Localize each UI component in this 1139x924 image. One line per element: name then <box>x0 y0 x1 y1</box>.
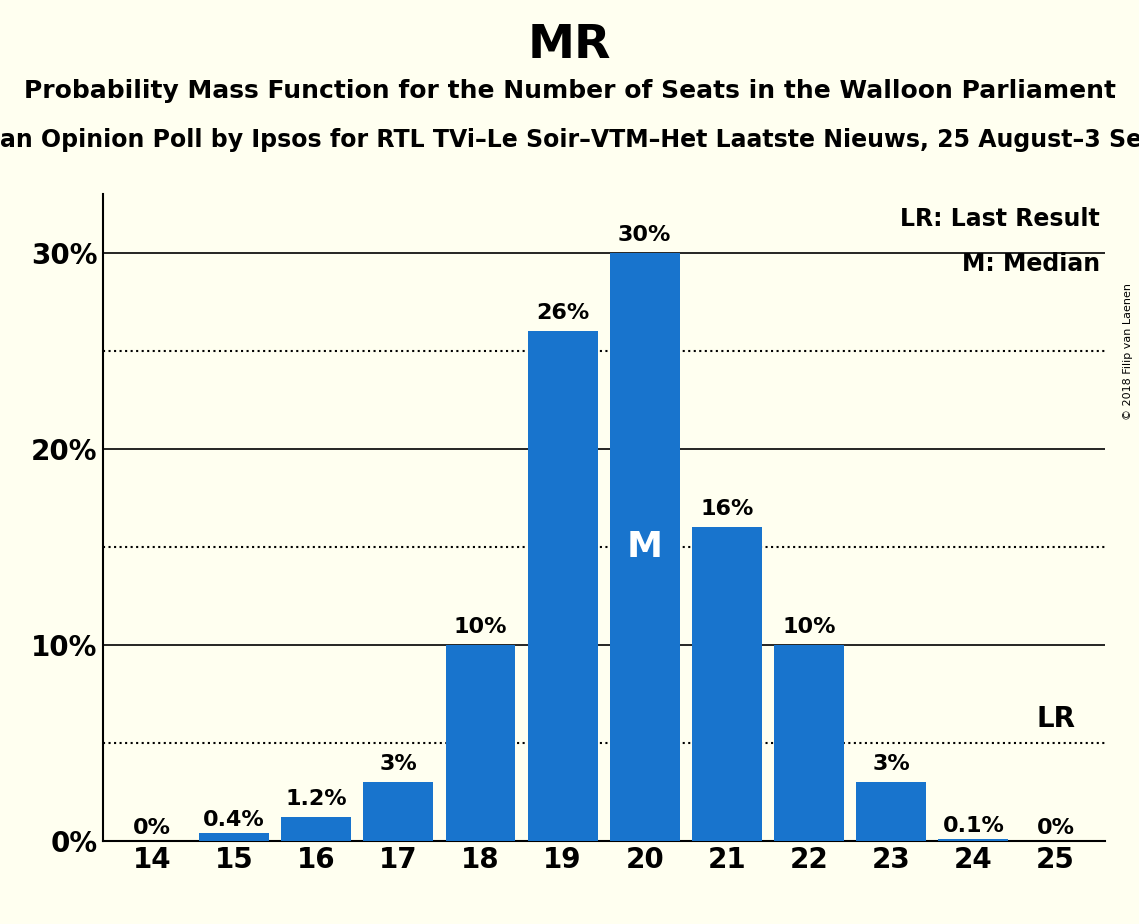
Bar <box>693 528 762 841</box>
Text: 1.2%: 1.2% <box>285 789 347 809</box>
Text: © 2018 Filip van Laenen: © 2018 Filip van Laenen <box>1123 283 1133 419</box>
Bar <box>939 839 1008 841</box>
Bar <box>527 331 598 841</box>
Bar <box>363 782 433 841</box>
Text: 3%: 3% <box>872 754 910 774</box>
Text: 0%: 0% <box>133 818 171 838</box>
Bar <box>609 253 680 841</box>
Text: 10%: 10% <box>453 617 507 637</box>
Text: M: Median: M: Median <box>961 252 1100 276</box>
Text: MR: MR <box>527 23 612 68</box>
Text: Probability Mass Function for the Number of Seats in the Walloon Parliament: Probability Mass Function for the Number… <box>24 79 1115 103</box>
Text: 26%: 26% <box>536 303 589 323</box>
Text: LR: LR <box>1036 705 1075 733</box>
Text: 3%: 3% <box>379 754 417 774</box>
Text: 16%: 16% <box>700 499 754 519</box>
Text: 10%: 10% <box>782 617 836 637</box>
Bar <box>445 645 515 841</box>
Text: 0.1%: 0.1% <box>942 816 1005 836</box>
Text: 0%: 0% <box>1036 818 1074 838</box>
Text: an Opinion Poll by Ipsos for RTL TVi–Le Soir–VTM–Het Laatste Nieuws, 25 August–3: an Opinion Poll by Ipsos for RTL TVi–Le … <box>0 128 1139 152</box>
Text: M: M <box>626 529 663 564</box>
Bar <box>199 833 269 841</box>
Text: 30%: 30% <box>618 225 671 245</box>
Bar <box>857 782 926 841</box>
Bar <box>775 645 844 841</box>
Bar <box>281 818 351 841</box>
Text: LR: Last Result: LR: Last Result <box>900 207 1100 231</box>
Text: 0.4%: 0.4% <box>203 810 265 830</box>
